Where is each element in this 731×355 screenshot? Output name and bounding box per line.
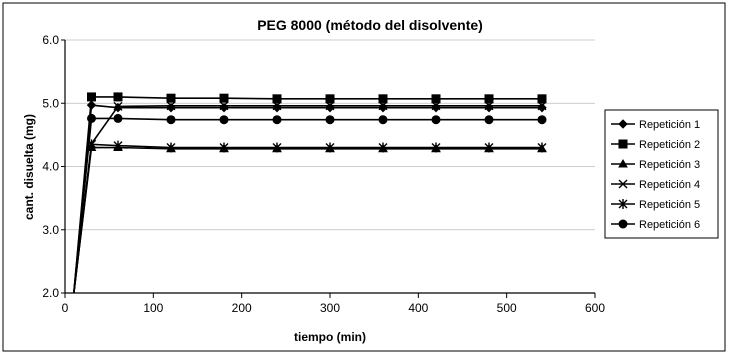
series-6 <box>73 113 547 294</box>
legend-label: Repetición 1 <box>639 119 700 131</box>
axes: 2.0 3.0 4.0 5.0 6.0 0 100 200 300 400 500 600 <box>42 33 605 315</box>
data-point <box>537 142 547 153</box>
data-point <box>378 101 388 111</box>
legend-marker <box>618 119 628 129</box>
series-5 <box>73 139 547 294</box>
data-point <box>431 115 441 125</box>
data-point <box>431 142 441 153</box>
data-point <box>166 93 176 103</box>
y-axis-label: cant. disuelta (mg) <box>22 114 36 220</box>
legend-label: Repetición 5 <box>639 199 700 211</box>
x-tick-label: 0 <box>62 301 69 315</box>
data-point <box>219 101 229 111</box>
x-tick-label: 200 <box>232 301 252 315</box>
x-tick-label: 400 <box>408 301 428 315</box>
series-2 <box>73 92 547 294</box>
data-point <box>484 94 494 104</box>
data-point <box>484 142 494 153</box>
legend: Repetición 1 Repetición 2 Repetición 3 Repe… <box>604 109 719 239</box>
data-point <box>378 94 388 104</box>
legend-marker <box>618 139 628 149</box>
data-point <box>325 94 335 104</box>
y-tick-label: 2.0 <box>42 286 59 300</box>
data-point <box>113 101 123 111</box>
legend-marker <box>618 219 628 229</box>
data-point <box>378 142 388 153</box>
data-point <box>272 115 282 125</box>
legend-label: Repetición 4 <box>639 179 700 191</box>
y-tick-label: 4.0 <box>42 160 59 174</box>
data-point <box>431 101 441 111</box>
data-point <box>325 101 335 111</box>
data-point <box>537 115 547 125</box>
data-point <box>166 101 176 111</box>
chart-title: PEG 8000 (método del disolvente) <box>257 17 483 33</box>
data-point <box>272 142 282 153</box>
data-point <box>272 101 282 111</box>
legend-marker <box>618 179 628 189</box>
x-tick-label: 300 <box>320 301 340 315</box>
legend-marker <box>618 199 628 209</box>
data-point <box>537 94 547 104</box>
y-tick-label: 5.0 <box>42 96 59 110</box>
legend-label: Repetición 6 <box>639 219 700 231</box>
data-point <box>219 142 229 153</box>
series-layer <box>73 92 547 294</box>
data-point <box>378 115 388 125</box>
legend-label: Repetición 3 <box>639 159 700 171</box>
legend-item: Repetición 3 <box>611 158 700 171</box>
data-point <box>484 115 494 125</box>
data-point <box>219 115 229 125</box>
legend-box <box>604 109 719 239</box>
data-point <box>431 94 441 104</box>
data-point <box>87 113 96 123</box>
legend-label: Repetición 2 <box>639 139 700 151</box>
legend-item: Repetición 4 <box>611 179 700 191</box>
data-point <box>325 115 335 125</box>
data-point <box>484 101 494 111</box>
data-point <box>166 115 176 125</box>
data-point <box>113 140 123 151</box>
y-tick-label: 6.0 <box>42 33 59 47</box>
y-tick-label: 3.0 <box>42 223 59 237</box>
data-point <box>537 101 547 111</box>
legend-item: Repetición 6 <box>611 219 700 231</box>
data-point <box>113 113 123 123</box>
data-point <box>166 142 176 153</box>
data-point <box>87 92 96 102</box>
legend-marker <box>618 158 628 168</box>
x-axis-label: tiempo (min) <box>294 330 366 344</box>
x-tick-label: 500 <box>497 301 517 315</box>
legend-item: Repetición 1 <box>611 119 700 131</box>
data-point <box>325 142 335 153</box>
legend-item: Repetición 5 <box>611 199 700 211</box>
x-tick-label: 100 <box>143 301 163 315</box>
x-tick-label: 600 <box>585 301 605 315</box>
data-point <box>113 92 123 102</box>
legend-item: Repetición 2 <box>611 139 700 151</box>
data-point <box>219 93 229 103</box>
data-point <box>272 94 282 104</box>
